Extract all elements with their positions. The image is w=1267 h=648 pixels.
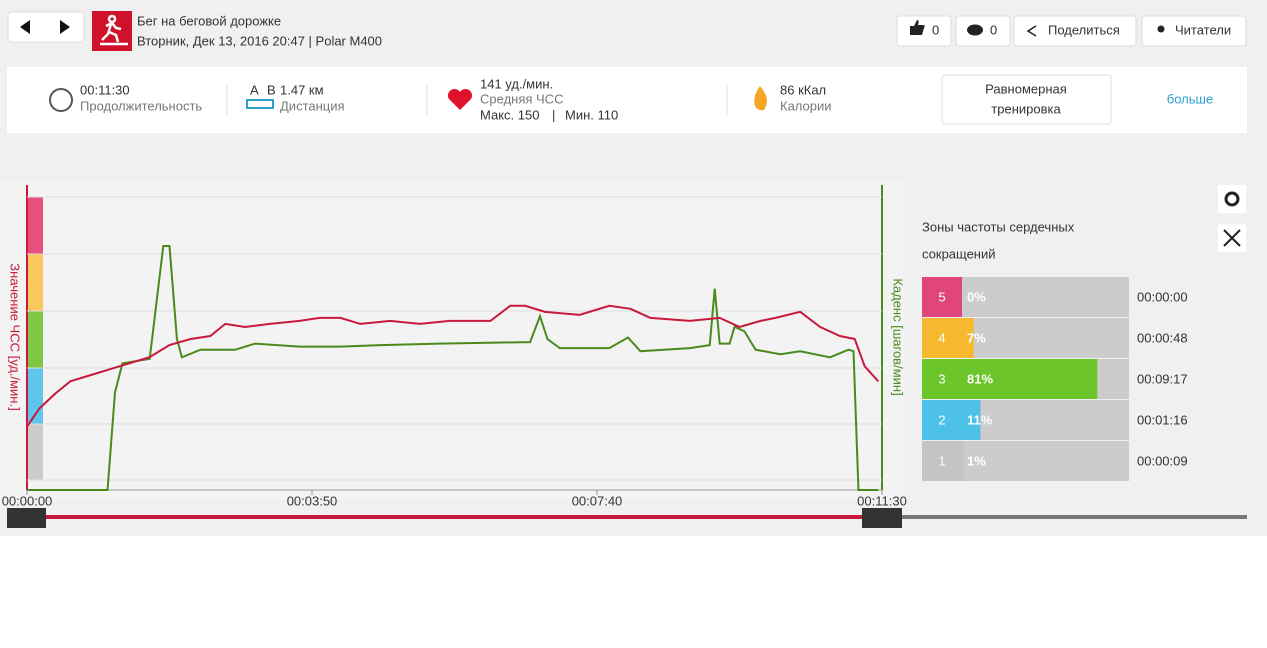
zone-bar	[962, 441, 964, 481]
comments: 0	[990, 22, 997, 37]
plot-area	[0, 180, 905, 500]
y-axis-label: Значение ЧСС [уд./мин.]	[8, 263, 23, 410]
share-button[interactable]	[1013, 15, 1137, 47]
readers: Читатели	[1175, 22, 1231, 37]
icon-label: B	[267, 82, 276, 97]
share: Поделиться	[1048, 22, 1120, 37]
zone-bar	[962, 359, 1098, 399]
range-handle-right[interactable]	[862, 508, 902, 528]
calories-label: Калории	[780, 98, 832, 113]
y2-axis-label: Каденс [шагов/мин]	[891, 278, 906, 395]
zone-number-box	[922, 318, 962, 358]
duration: 00:11:30	[80, 82, 130, 97]
readers-button[interactable]	[1141, 15, 1247, 47]
zone-bar	[962, 318, 974, 358]
zones-title: Зоны частоты сердечных	[922, 219, 1075, 234]
zones-title: сокращений	[922, 246, 996, 261]
x-tick-label: 00:11:30	[857, 493, 907, 508]
title: Бег на беговой дорожке	[137, 13, 281, 28]
zone-strip-5	[27, 197, 43, 254]
zone-bar	[962, 400, 981, 440]
series-line	[26, 304, 880, 428]
flame-icon	[754, 86, 767, 111]
fullscreen-icon	[1223, 229, 1241, 247]
comment-icon	[967, 24, 983, 36]
more-link[interactable]: больше	[1167, 91, 1213, 106]
gear-icon	[1224, 191, 1240, 207]
comment-button[interactable]	[955, 15, 1011, 47]
zone-number: 3	[938, 371, 945, 386]
zone-percent: 11%	[967, 412, 993, 427]
heart-icon	[447, 88, 473, 110]
distance-label: Дистанция	[280, 98, 345, 113]
nav-buttons[interactable]	[7, 11, 85, 43]
series-line	[27, 245, 879, 491]
zone-bar-bg	[962, 441, 1129, 481]
zone-number-box	[922, 441, 962, 481]
zone-time: 00:01:16	[1137, 412, 1188, 427]
zone-percent: 1%	[967, 453, 986, 468]
zone-strip-4	[27, 254, 43, 311]
zone-bar-bg	[962, 277, 1129, 317]
stopwatch-icon	[49, 88, 73, 112]
runner	[100, 14, 128, 46]
avg-hr-label: Средняя ЧСС	[480, 91, 563, 106]
benefit: тренировка	[991, 101, 1061, 116]
zone-number-box	[922, 277, 962, 317]
zone-number-box	[922, 359, 962, 399]
separator: |	[552, 107, 555, 122]
zone-percent: 7%	[967, 330, 986, 345]
share-icon	[1026, 25, 1037, 37]
readers-icon	[1157, 25, 1165, 33]
zone-time: 00:09:17	[1137, 371, 1188, 386]
zone-time: 00:00:48	[1137, 330, 1188, 345]
zone-percent: 81%	[967, 371, 993, 386]
zone-number: 5	[938, 289, 945, 304]
distance: 1.47 км	[280, 82, 324, 97]
zone-number-box	[922, 400, 962, 440]
settings-button[interactable]	[1218, 185, 1246, 213]
zone-number: 4	[938, 330, 945, 345]
zone-strip-1	[27, 424, 43, 480]
duration-label: Продолжительность	[80, 98, 202, 113]
like-icon	[910, 20, 925, 35]
nav-arrows	[20, 20, 70, 34]
calories: 86 кКал	[780, 82, 826, 97]
subtitle: Вторник, Дек 13, 2016 20:47 | Polar M400	[137, 33, 382, 48]
zone-percent: 0%	[967, 289, 986, 304]
x-tick-label: 00:03:50	[287, 493, 338, 508]
x-tick-label: 00:00:00	[2, 493, 53, 508]
x-tick-label: 00:07:40	[572, 493, 623, 508]
icon-label: A	[250, 82, 259, 97]
like-button[interactable]	[896, 15, 952, 47]
benefit-box	[941, 74, 1112, 125]
min-hr: Мин. 110	[565, 107, 618, 122]
zone-bar-bg	[962, 400, 1129, 440]
zone-strip-3	[27, 311, 43, 368]
zone-bar-bg	[962, 318, 1129, 358]
likes: 0	[932, 22, 939, 37]
zone-number: 1	[938, 453, 945, 468]
zone-time: 00:00:09	[1137, 453, 1188, 468]
zone-number: 2	[938, 412, 945, 427]
benefit: Равномерная	[985, 81, 1067, 96]
zone-strip	[27, 197, 43, 480]
max-hr: Макс. 150	[480, 107, 539, 122]
range-handle-left[interactable]	[7, 508, 46, 528]
distance-icon	[246, 99, 274, 109]
zone-time: 00:00:00	[1137, 289, 1188, 304]
avg-hr: 141 уд./мин.	[480, 76, 553, 91]
